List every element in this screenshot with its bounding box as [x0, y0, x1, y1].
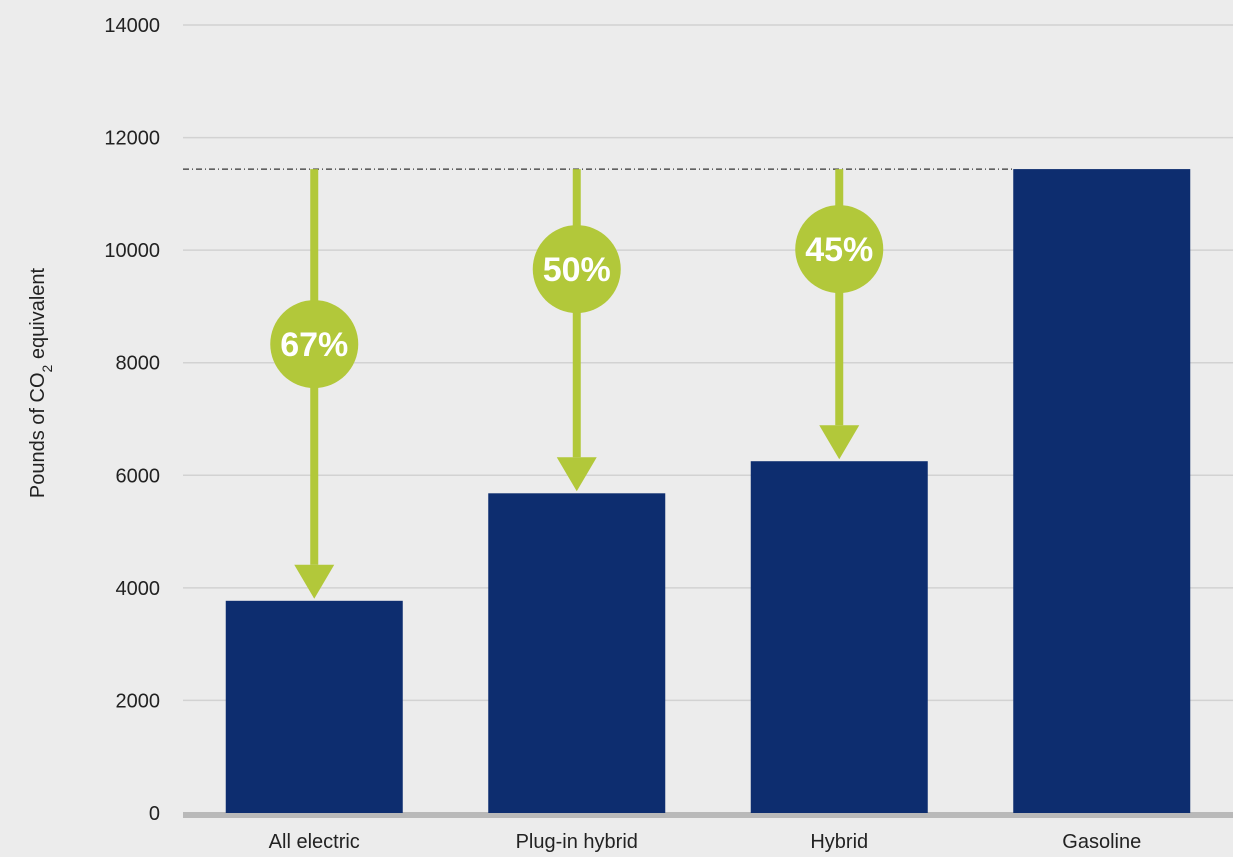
- y-tick-label: 14000: [104, 15, 160, 37]
- bar: [750, 461, 928, 813]
- x-tick-label: Plug-in hybrid: [516, 831, 638, 853]
- bar: [488, 493, 666, 813]
- y-axis-ticks: 0 2000 4000 6000 8000 10000 12000 14000: [104, 15, 160, 825]
- bar: [225, 600, 403, 813]
- y-axis-label-prefix: Pounds of CO: [27, 372, 49, 498]
- reduction-badge: [270, 300, 359, 389]
- x-axis-categories: All electric Plug-in hybrid Hybrid Gasoline: [269, 831, 1142, 853]
- y-tick-label: 2000: [116, 690, 161, 712]
- reduction-percent-label: 45%: [805, 231, 873, 269]
- y-axis-label-subscript: 2: [39, 364, 55, 372]
- y-tick-label: 12000: [104, 128, 160, 150]
- reduction-percent-label: 67%: [280, 326, 348, 364]
- reduction-badge: [532, 225, 621, 314]
- bar: [1013, 169, 1191, 813]
- reduction-arrow-head: [819, 425, 860, 460]
- y-tick-label: 10000: [104, 240, 160, 262]
- y-tick-label: 6000: [116, 465, 161, 487]
- reduction-percent-label: 50%: [543, 251, 611, 289]
- x-tick-label: Gasoline: [1062, 831, 1141, 853]
- reduction-arrows: 67% 50% 45%: [270, 169, 884, 599]
- y-tick-label: 0: [149, 803, 160, 825]
- bars: [225, 169, 1191, 813]
- y-tick-label: 8000: [116, 353, 161, 375]
- x-tick-label: Hybrid: [810, 831, 868, 853]
- x-tick-label: All electric: [269, 831, 360, 853]
- reduction-arrow-head: [294, 564, 335, 599]
- gridlines: [183, 24, 1233, 818]
- y-axis-label-suffix: equivalent: [27, 267, 49, 364]
- reduction-arrow-head: [556, 457, 597, 492]
- y-tick-label: 4000: [116, 578, 161, 600]
- y-axis-label: Pounds of CO2 equivalent: [27, 267, 55, 498]
- reduction-badge: [795, 205, 884, 294]
